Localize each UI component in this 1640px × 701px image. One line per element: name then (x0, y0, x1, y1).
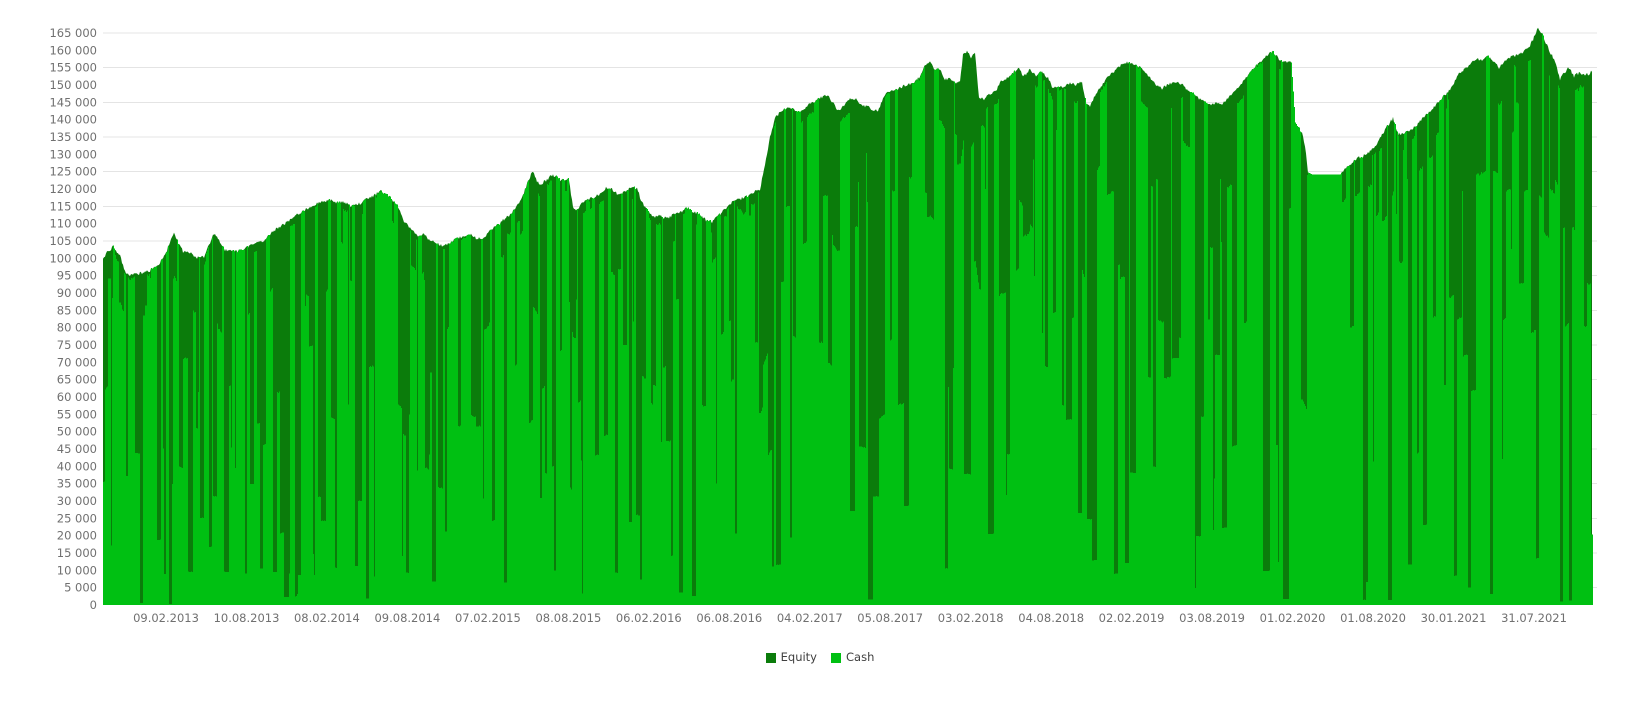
y-axis-label: 10 000 (57, 563, 97, 577)
x-axis-label: 01.02.2020 (1260, 611, 1326, 625)
y-axis-label: 150 000 (49, 78, 97, 92)
y-axis-label: 130 000 (49, 147, 97, 161)
y-axis-label: 115 000 (49, 199, 97, 213)
x-axis-label: 06.08.2016 (696, 611, 762, 625)
x-axis-label: 05.08.2017 (857, 611, 923, 625)
cash-legend-label: Cash (846, 650, 875, 664)
y-axis-label: 135 000 (49, 130, 97, 144)
y-axis-label: 25 000 (57, 511, 97, 525)
x-axis-label: 01.08.2020 (1340, 611, 1406, 625)
x-axis-label: 04.02.2017 (777, 611, 843, 625)
y-axis-labels: 165 000 160 000 155 000 150 000 145 000 140 0… (49, 26, 97, 612)
y-axis-label: 165 000 (49, 26, 97, 40)
y-axis-label: 60 000 (57, 390, 97, 404)
y-axis-label: 100 000 (49, 251, 97, 265)
y-axis-label: 105 000 (49, 234, 97, 248)
legend-item-equity[interactable]: Equity (765, 650, 817, 664)
x-axis-label: 09.08.2014 (374, 611, 440, 625)
y-axis-label: 20 000 (57, 529, 97, 543)
y-axis-label: 15 000 (57, 546, 97, 560)
y-axis-label: 0 (90, 598, 97, 612)
x-axis-label: 08.02.2014 (294, 611, 360, 625)
y-axis-label: 140 000 (49, 113, 97, 127)
y-axis-label: 160 000 (49, 43, 97, 57)
x-axis-label: 06.02.2016 (616, 611, 682, 625)
x-axis-label: 03.08.2019 (1179, 611, 1245, 625)
y-axis-label: 155 000 (49, 61, 97, 75)
equity-legend-swatch (765, 652, 776, 663)
x-axis-label: 04.08.2018 (1018, 611, 1084, 625)
x-axis-labels: 09.02.2013 10.08.2013 08.02.2014 09.08.2014… (133, 611, 1567, 625)
y-axis-label: 45 000 (57, 442, 97, 456)
y-axis-label: 35 000 (57, 477, 97, 491)
y-axis-label: 75 000 (57, 338, 97, 352)
x-axis-label: 10.08.2013 (214, 611, 280, 625)
y-axis-label: 70 000 (57, 355, 97, 369)
y-axis-label: 85 000 (57, 303, 97, 317)
y-axis-label: 110 000 (49, 217, 97, 231)
y-axis-label: 5 000 (64, 581, 97, 595)
y-axis-label: 40 000 (57, 459, 97, 473)
y-axis-label: 95 000 (57, 269, 97, 283)
x-axis-label: 09.02.2013 (133, 611, 199, 625)
y-axis-label: 90 000 (57, 286, 97, 300)
y-axis-label: 80 000 (57, 321, 97, 335)
x-axis-label: 03.02.2018 (938, 611, 1004, 625)
x-axis-label: 31.07.2021 (1501, 611, 1567, 625)
x-axis-label: 30.01.2021 (1421, 611, 1487, 625)
x-axis-label: 07.02.2015 (455, 611, 521, 625)
x-axis-label: 02.02.2019 (1099, 611, 1165, 625)
y-axis-label: 65 000 (57, 373, 97, 387)
y-axis-label: 125 000 (49, 165, 97, 179)
y-axis-label: 50 000 (57, 425, 97, 439)
cash-legend-swatch (831, 652, 841, 663)
legend-item-cash[interactable]: Cash (831, 650, 875, 664)
y-axis-label: 30 000 (57, 494, 97, 508)
equity-legend-label: Equity (780, 650, 817, 664)
y-axis-label: 55 000 (57, 407, 97, 421)
y-axis-label: 120 000 (49, 182, 97, 196)
cash-columns[interactable] (103, 33, 1593, 606)
y-axis-label: 145 000 (49, 95, 97, 109)
chart-legend: Equity Cash (0, 650, 1640, 664)
x-axis-label: 08.08.2015 (535, 611, 601, 625)
